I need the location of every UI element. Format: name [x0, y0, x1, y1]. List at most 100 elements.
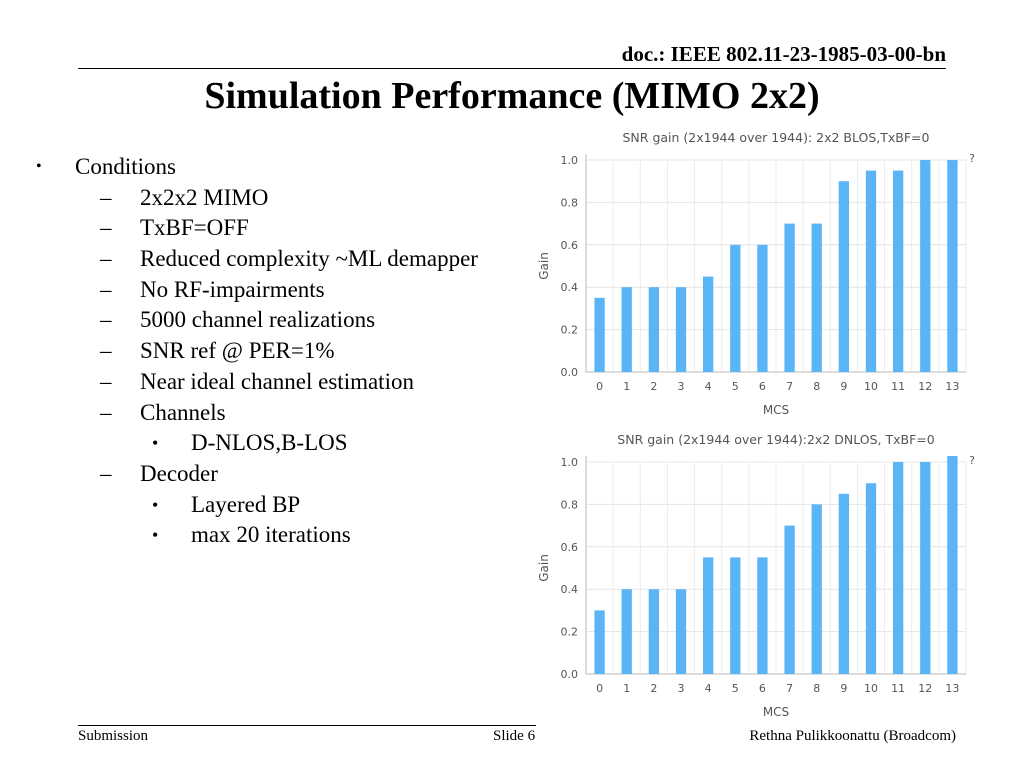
bullet-text: Decoder	[140, 460, 218, 486]
bar	[784, 223, 795, 372]
bullet-text: D-NLOS,B-LOS	[191, 430, 348, 456]
x-tick-label: 10	[864, 380, 878, 393]
x-tick-label: 12	[918, 380, 932, 393]
x-tick-label: 2	[650, 380, 657, 393]
y-tick-label: 0.4	[561, 281, 579, 294]
x-tick-label: 0	[596, 682, 603, 695]
bullet-marker: •	[36, 158, 42, 175]
doc-id: doc.: IEEE 802.11-23-1985-03-00-bn	[621, 42, 946, 66]
bar	[865, 483, 877, 674]
y-tick-label: 0.2	[561, 324, 579, 337]
bar	[892, 462, 904, 674]
x-tick-label: 4	[705, 682, 712, 695]
bullet-item: – Reduced complexity ~ML demapper	[30, 244, 530, 275]
x-tick-label: 12	[918, 682, 932, 695]
y-tick-label: 0.8	[561, 196, 579, 209]
bullet-text: Conditions	[75, 154, 176, 179]
x-axis-label: MCS	[763, 705, 789, 719]
x-tick-label: 0	[596, 380, 603, 393]
footer-author: Rethna Pulikkoonattu (Broadcom)	[749, 728, 956, 744]
chart-title: SNR gain (2x1944 over 1944):2x2 DNLOS, T…	[617, 432, 934, 447]
x-tick-label: 11	[891, 682, 905, 695]
bullet-marker: –	[100, 246, 112, 272]
bar	[675, 287, 687, 372]
x-tick-label: 7	[786, 380, 793, 393]
x-tick-label: 1	[623, 682, 630, 695]
x-tick-label: 8	[813, 380, 820, 393]
bullet-text: Layered BP	[191, 491, 301, 517]
x-tick-label: 3	[678, 682, 685, 695]
bar	[594, 297, 605, 372]
bar	[675, 589, 687, 674]
bullet-item: • Conditions	[30, 152, 530, 183]
y-tick-label: 1.0	[561, 154, 579, 167]
bar-chart: SNR gain (2x1944 over 1944): 2x2 BLOS,Tx…	[537, 130, 975, 417]
bar	[920, 160, 931, 372]
bar	[892, 170, 904, 372]
bullet-item: • max 20 iterations	[30, 520, 530, 551]
bullet-item: • Layered BP	[30, 490, 530, 521]
bullet-item: – 2x2x2 MIMO	[30, 183, 530, 214]
x-tick-label: 3	[678, 380, 685, 393]
x-tick-label: 5	[732, 682, 739, 695]
bullet-marker: –	[100, 184, 112, 210]
bar	[648, 287, 660, 372]
bar	[648, 589, 660, 674]
bullet-text: Reduced complexity ~ML demapper	[140, 246, 478, 272]
y-tick-label: 0.8	[561, 498, 579, 511]
bullet-marker: –	[100, 460, 112, 486]
bar	[865, 170, 877, 372]
bullet-text: Near ideal channel estimation	[140, 368, 414, 394]
x-tick-label: 7	[786, 682, 793, 695]
bar	[621, 589, 632, 674]
footer-divider	[78, 725, 536, 726]
bullet-text: No RF-impairments	[140, 276, 325, 302]
page-title: Simulation Performance (MIMO 2x2)	[204, 75, 820, 117]
bar	[811, 223, 822, 372]
bullet-marker: –	[100, 338, 112, 364]
bullet-item: • D-NLOS,B-LOS	[30, 428, 530, 459]
header-divider	[78, 68, 946, 69]
bar	[702, 557, 714, 674]
bullet-text: 5000 channel realizations	[140, 307, 376, 333]
bar	[920, 462, 931, 674]
x-tick-label: 11	[891, 380, 905, 393]
bullet-item: – No RF-impairments	[30, 275, 530, 306]
x-tick-label: 1	[623, 380, 630, 393]
x-tick-label: 13	[945, 682, 959, 695]
bullet-item: – Near ideal channel estimation	[30, 367, 530, 398]
y-tick-label: 1.0	[561, 456, 579, 469]
bar	[730, 244, 741, 372]
bullet-text: Channels	[140, 399, 226, 425]
bar	[702, 276, 714, 372]
bullet-marker: –	[100, 307, 112, 333]
bar	[621, 287, 632, 372]
bar	[757, 244, 768, 372]
y-axis-label: Gain	[537, 252, 551, 280]
bar	[730, 557, 741, 674]
bullet-marker: •	[152, 494, 159, 515]
x-tick-label: 9	[840, 380, 847, 393]
bar	[838, 181, 850, 372]
bullet-text: max 20 iterations	[191, 522, 351, 548]
bar-chart: SNR gain (2x1944 over 1944):2x2 DNLOS, T…	[537, 432, 975, 719]
x-tick-label: 6	[759, 682, 766, 695]
x-tick-label: 2	[650, 682, 657, 695]
bullet-item: – Channels	[30, 398, 530, 429]
footer-slide-number: Slide 6	[493, 728, 536, 744]
bullet-item: – TxBF=OFF	[30, 213, 530, 244]
y-tick-label: 0.4	[561, 583, 579, 596]
x-tick-label: 5	[732, 380, 739, 393]
help-mark-icon: ?	[969, 152, 975, 165]
x-tick-label: 8	[813, 682, 820, 695]
bar	[947, 160, 958, 372]
x-tick-label: 10	[864, 682, 878, 695]
bullet-text: SNR ref @ PER=1%	[140, 338, 335, 364]
bullet-marker: •	[152, 525, 159, 546]
bar	[784, 525, 795, 674]
bullet-item: – Decoder	[30, 459, 530, 490]
bullet-item: – SNR ref @ PER=1%	[30, 336, 530, 367]
x-axis-label: MCS	[763, 403, 789, 417]
bullet-marker: •	[152, 433, 159, 454]
x-tick-label: 13	[945, 380, 959, 393]
